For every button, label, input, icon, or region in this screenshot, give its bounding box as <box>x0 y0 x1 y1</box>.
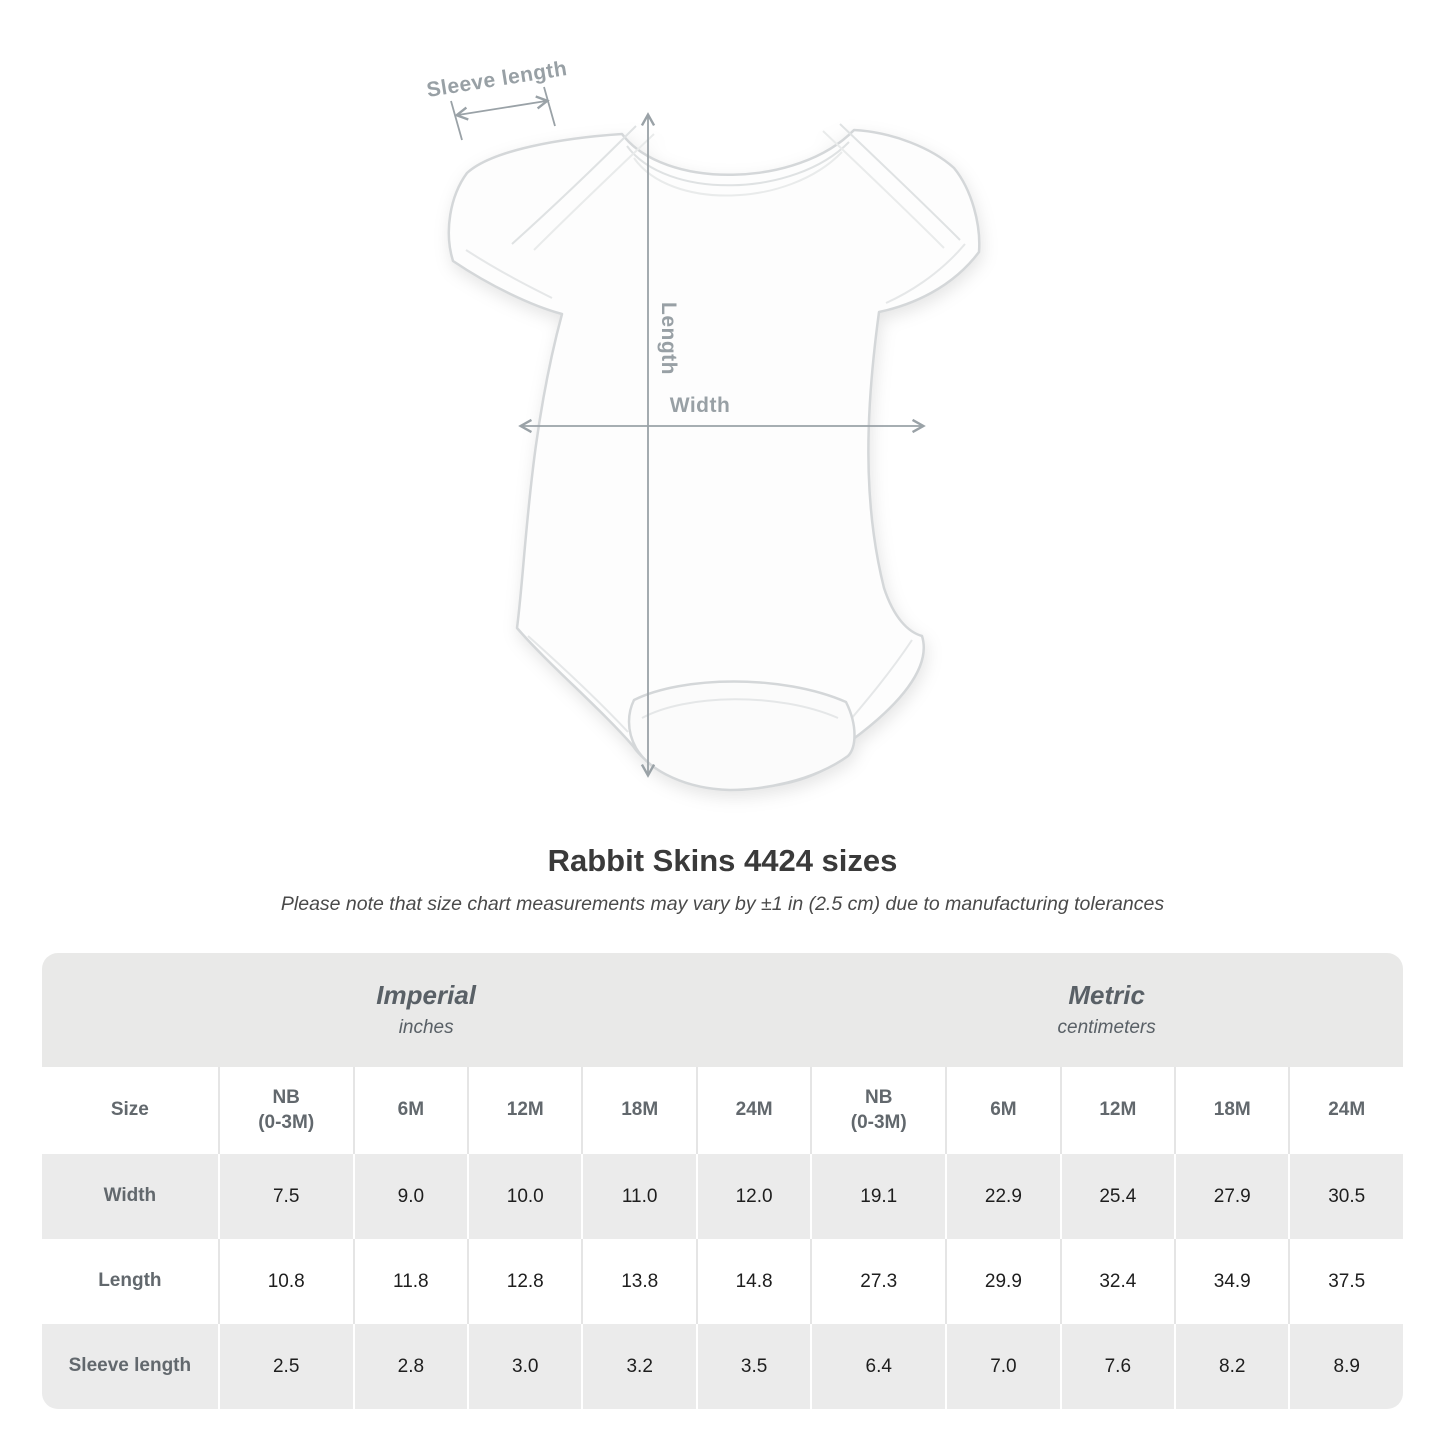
sleeve-length-dimension: Sleeve length <box>425 57 569 141</box>
size-value-cell: 37.5 <box>1288 1239 1403 1324</box>
column-header: 18M <box>1174 1067 1289 1154</box>
size-value-cell: 22.9 <box>945 1154 1060 1239</box>
column-header: 24M <box>695 1067 811 1154</box>
size-value-cell: 11.8 <box>352 1239 468 1324</box>
size-table: Imperial inches Metric centimeters Size … <box>42 953 1403 1409</box>
column-header: NB (0-3M) <box>810 1067 946 1154</box>
page-title: Rabbit Skins 4424 sizes <box>547 843 898 878</box>
size-value-cell: 30.5 <box>1288 1154 1403 1239</box>
size-value-cell: 7.0 <box>945 1324 1060 1409</box>
column-header: 6M <box>945 1067 1060 1154</box>
size-value-cell: 3.5 <box>695 1324 811 1409</box>
size-value-cell: 6.4 <box>810 1324 946 1409</box>
width-label: Width <box>670 394 731 417</box>
size-value-cell: 7.6 <box>1059 1324 1175 1409</box>
row-label: Width <box>42 1154 218 1239</box>
size-value-cell: 27.9 <box>1174 1154 1289 1239</box>
column-header: NB (0-3M) <box>217 1067 353 1154</box>
row-label: Sleeve length <box>42 1324 218 1409</box>
unit-sublabel-imperial: inches <box>398 1017 454 1039</box>
column-header: 24M <box>1288 1067 1403 1154</box>
size-value-cell: 32.4 <box>1059 1239 1175 1324</box>
size-table-container: Imperial inches Metric centimeters Size … <box>42 953 1403 1409</box>
column-header: 12M <box>1059 1067 1175 1154</box>
column-header: 6M <box>352 1067 468 1154</box>
unit-header-metric: Metric centimeters <box>810 953 1403 1067</box>
bodysuit-illustration <box>447 123 981 792</box>
unit-label-imperial: Imperial <box>376 979 477 1010</box>
length-dimension: Length <box>640 112 680 778</box>
unit-label-metric: Metric <box>1068 979 1145 1010</box>
size-value-cell: 11.0 <box>581 1154 696 1239</box>
size-value-cell: 2.8 <box>352 1324 468 1409</box>
size-value-cell: 13.8 <box>581 1239 696 1324</box>
size-value-cell: 12.0 <box>695 1154 811 1239</box>
size-value-cell: 8.9 <box>1288 1324 1403 1409</box>
size-value-cell: 9.0 <box>352 1154 468 1239</box>
size-value-cell: 8.2 <box>1174 1324 1289 1409</box>
column-header-size: Size <box>42 1067 218 1154</box>
column-header: 12M <box>467 1067 582 1154</box>
size-value-cell: 10.8 <box>217 1239 353 1324</box>
size-value-cell: 3.0 <box>467 1324 582 1409</box>
column-header-row: Size NB (0-3M) 6M 12M 18M 24M NB (0-3M) … <box>42 1067 1403 1154</box>
width-dimension: Width <box>518 394 926 434</box>
page-subtitle: Please note that size chart measurements… <box>280 893 1165 915</box>
unit-header-imperial: Imperial inches <box>42 953 811 1067</box>
size-diagram: Length Width Sleeve length <box>425 57 981 792</box>
size-value-cell: 10.0 <box>467 1154 582 1239</box>
column-header: 18M <box>581 1067 696 1154</box>
table-row-width: Width 7.5 9.0 10.0 11.0 12.0 19.1 22.9 2… <box>42 1154 1403 1239</box>
length-label: Length <box>657 302 680 375</box>
size-value-cell: 3.2 <box>581 1324 696 1409</box>
table-row-length: Length 10.8 11.8 12.8 13.8 14.8 27.3 29.… <box>42 1239 1403 1324</box>
row-label: Length <box>42 1239 218 1324</box>
table-row-sleeve-length: Sleeve length 2.5 2.8 3.0 3.2 3.5 6.4 7.… <box>42 1324 1403 1409</box>
unit-band-row: Imperial inches Metric centimeters <box>42 953 1403 1067</box>
size-value-cell: 34.9 <box>1174 1239 1289 1324</box>
size-value-cell: 27.3 <box>810 1239 946 1324</box>
size-value-cell: 14.8 <box>695 1239 811 1324</box>
size-value-cell: 2.5 <box>217 1324 353 1409</box>
size-value-cell: 7.5 <box>217 1154 353 1239</box>
unit-sublabel-metric: centimeters <box>1057 1017 1156 1039</box>
size-value-cell: 12.8 <box>467 1239 582 1324</box>
size-value-cell: 29.9 <box>945 1239 1060 1324</box>
size-value-cell: 25.4 <box>1059 1154 1175 1239</box>
size-value-cell: 19.1 <box>810 1154 946 1239</box>
